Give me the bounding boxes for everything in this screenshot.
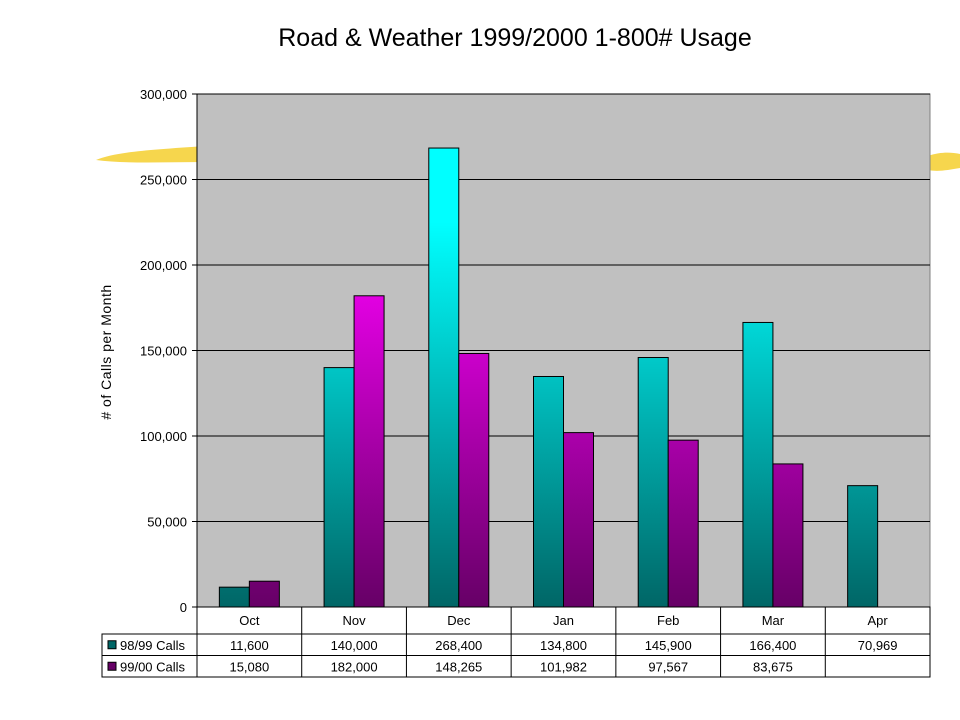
x-tick-label: Nov (343, 613, 367, 628)
bar-series-1-dec (428, 147, 460, 608)
bar-series-2-jan (563, 432, 594, 608)
data-table-value: 101,982 (540, 659, 587, 674)
legend-key-2 (107, 661, 117, 671)
data-table-row (101, 633, 931, 656)
brush-stroke-left-shape (96, 146, 206, 163)
bar-series-2-dec (458, 352, 490, 608)
data-table-value: 166,400 (749, 638, 796, 653)
y-tick-label: 100,000 (140, 429, 187, 444)
bar-series-2-nov (353, 295, 385, 608)
legend-label: 99/00 Calls (120, 659, 186, 674)
y-tick-label: 0 (180, 600, 187, 615)
brush-stroke-right (928, 152, 960, 171)
y-tick-label: 250,000 (140, 173, 187, 188)
data-table-value: 268,400 (435, 638, 482, 653)
x-tick-label: Jan (553, 613, 574, 628)
bar-series-1-jan (533, 375, 564, 608)
data-table-value: 148,265 (435, 659, 482, 674)
chart-title: Road & Weather 1999/2000 1-800# Usage (278, 24, 752, 52)
data-table-value: 134,800 (540, 638, 587, 653)
bar-series-1-oct (218, 586, 250, 608)
brush-stroke-left (96, 146, 206, 163)
data-table-header-row (196, 606, 931, 635)
x-tick-label: Oct (239, 613, 260, 628)
x-tick-label: Feb (657, 613, 679, 628)
bar-series-1-mar (742, 321, 774, 608)
bar-series-1-apr (847, 485, 879, 608)
x-tick-label: Mar (762, 613, 785, 628)
y-tick-label: 150,000 (140, 344, 187, 359)
bar-series-2-oct (248, 580, 280, 608)
y-tick-label: 200,000 (140, 258, 187, 273)
bar-series-2-mar (772, 463, 804, 608)
bar-series-1-feb (637, 357, 669, 608)
data-table-value: 145,900 (645, 638, 692, 653)
data-table-value: 97,567 (648, 659, 688, 674)
data-table-value: 83,675 (753, 659, 793, 674)
bar-series-1-nov (323, 367, 355, 608)
data-table-value: 15,080 (229, 659, 269, 674)
legend-key-1 (107, 640, 117, 650)
data-table-value: 11,600 (230, 638, 269, 653)
brush-stroke-right-shape (928, 152, 960, 171)
legend-label: 98/99 Calls (120, 638, 186, 653)
bar-series-2-feb (667, 439, 699, 608)
data-table-value: 140,000 (331, 638, 378, 653)
x-tick-label: Dec (447, 613, 471, 628)
data-table-value: 70,969 (858, 638, 898, 653)
y-tick-label: 300,000 (140, 87, 187, 102)
x-tick-label: Apr (868, 613, 889, 628)
data-table-value: 182,000 (331, 659, 378, 674)
y-tick-label: 50,000 (147, 515, 187, 530)
data-table-row (101, 655, 931, 678)
